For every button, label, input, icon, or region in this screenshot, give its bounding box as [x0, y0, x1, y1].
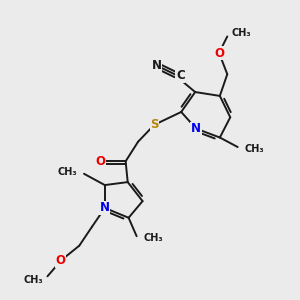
- Text: S: S: [150, 118, 159, 131]
- Text: CH₃: CH₃: [143, 233, 163, 243]
- Text: O: O: [95, 155, 105, 168]
- Text: N: N: [191, 122, 201, 135]
- Text: C: C: [176, 69, 185, 82]
- Text: CH₃: CH₃: [232, 28, 251, 38]
- Text: CH₃: CH₃: [58, 167, 77, 177]
- Text: N: N: [100, 202, 110, 214]
- Text: CH₃: CH₃: [244, 143, 264, 154]
- Text: N: N: [152, 59, 162, 72]
- Text: O: O: [56, 254, 66, 267]
- Text: CH₃: CH₃: [23, 275, 43, 285]
- Text: O: O: [215, 47, 225, 60]
